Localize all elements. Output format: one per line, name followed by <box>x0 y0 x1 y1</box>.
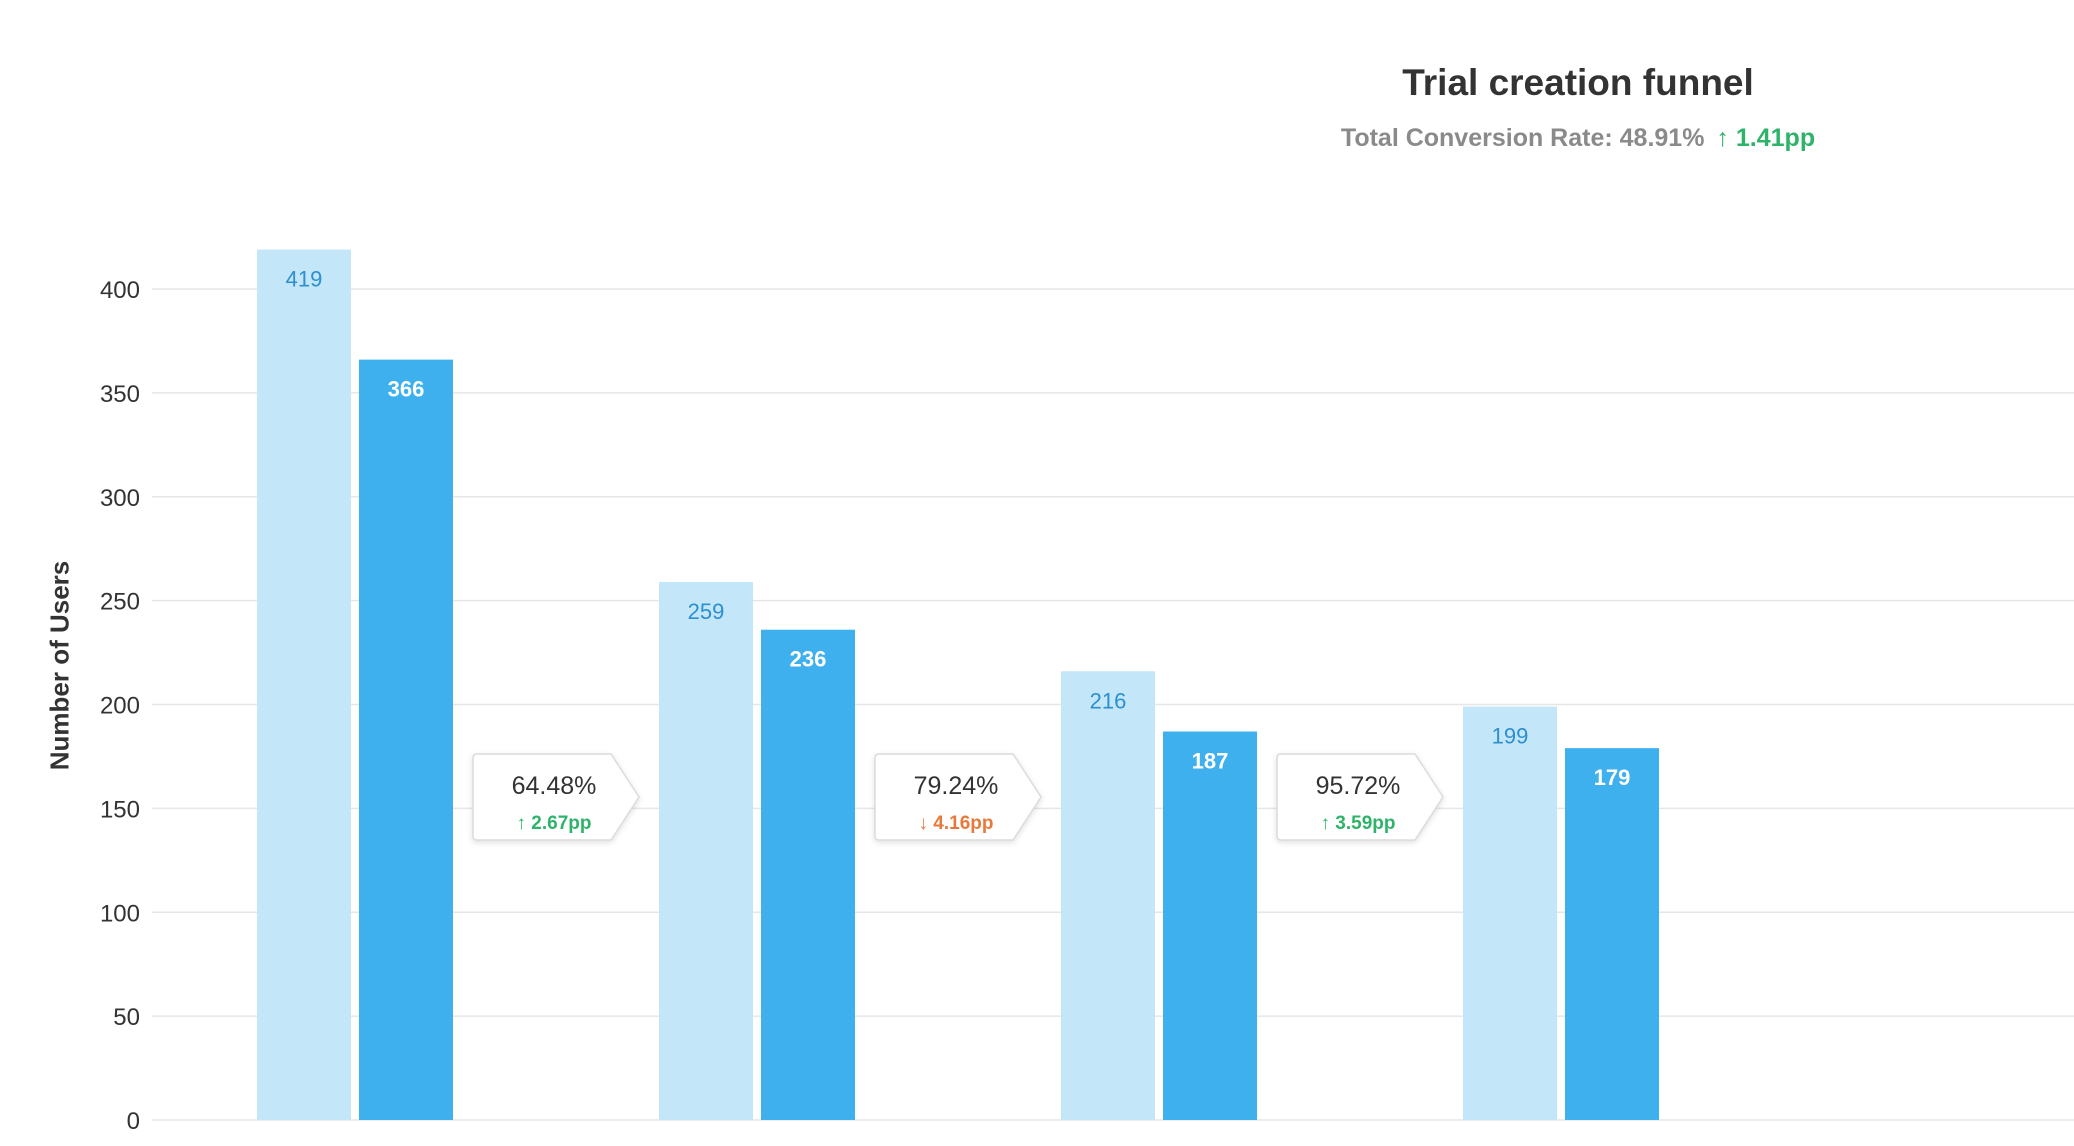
conversion-rate: 95.72% <box>1316 772 1401 800</box>
y-tick-label: 150 <box>100 796 140 823</box>
bar <box>1565 748 1659 1120</box>
conversion-callout <box>1276 753 1444 841</box>
conversion-callout <box>874 753 1042 841</box>
y-tick-label: 350 <box>100 381 140 408</box>
total-conversion-delta: ↑ 1.41pp <box>1716 124 1815 152</box>
chart-subtitle: Total Conversion Rate: 48.91% ↑ 1.41pp <box>1250 124 1906 153</box>
conversion-delta: ↓ 4.16pp <box>919 813 994 834</box>
bar <box>761 629 855 1120</box>
bar-value-label: 366 <box>388 377 425 402</box>
y-tick-label: 0 <box>127 1108 140 1135</box>
bar-value-label: 419 <box>286 267 323 292</box>
y-tick-label: 50 <box>113 1004 140 1031</box>
total-conversion-rate: Total Conversion Rate: 48.91% <box>1340 124 1705 152</box>
conversion-rate: 79.24% <box>914 772 999 800</box>
y-tick-label: 300 <box>100 485 140 512</box>
bar-value-label: 216 <box>1090 688 1127 713</box>
conversion-delta: ↑ 3.59pp <box>1321 813 1396 834</box>
y-tick-label: 250 <box>100 589 140 616</box>
bar <box>1463 706 1557 1120</box>
conversion-rate: 64.48% <box>512 772 597 800</box>
conversion-callout <box>472 753 640 841</box>
bar-value-label: 259 <box>688 599 725 624</box>
bar <box>1163 731 1257 1120</box>
bar <box>257 249 351 1121</box>
chart-title: Trial creation funnel <box>1402 62 1754 103</box>
bar-value-label: 179 <box>1594 765 1631 790</box>
arrow-up-icon: ↑ <box>1716 124 1729 152</box>
bar-value-label: 199 <box>1492 724 1529 749</box>
total-conversion-delta-value: 1.41pp <box>1735 124 1816 152</box>
bar <box>659 581 753 1120</box>
y-tick-label: 100 <box>100 900 140 927</box>
bar <box>1061 671 1155 1120</box>
y-tick-label: 400 <box>100 277 140 304</box>
conversion-delta: ↑ 2.67pp <box>517 813 592 834</box>
y-tick-label: 200 <box>100 693 140 720</box>
bar-value-label: 187 <box>1192 749 1229 774</box>
bar <box>359 359 453 1120</box>
bar-value-label: 236 <box>790 647 827 672</box>
